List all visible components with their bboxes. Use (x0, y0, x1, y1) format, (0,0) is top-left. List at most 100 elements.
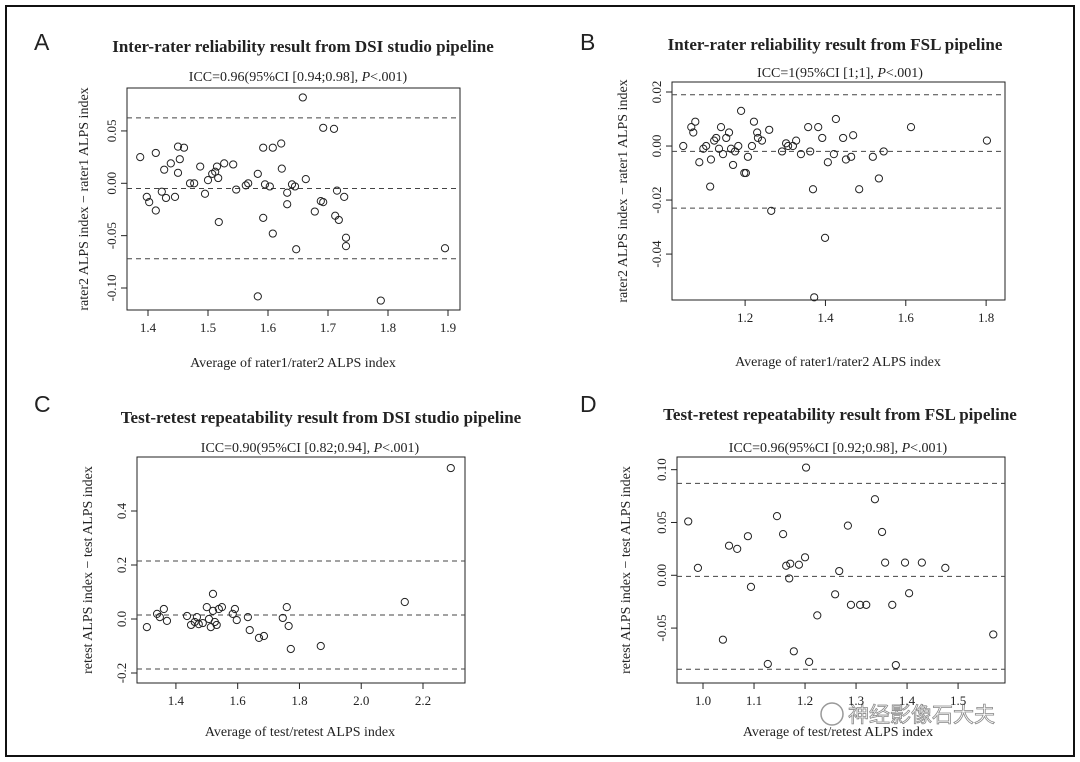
point (253, 292, 262, 301)
point (796, 150, 806, 159)
point (446, 463, 455, 473)
x-tick-label: 1.5 (200, 320, 216, 335)
annotation-part: P (901, 441, 911, 456)
point (782, 561, 791, 570)
point (202, 603, 211, 612)
point (788, 141, 798, 151)
point (244, 179, 253, 188)
point (254, 633, 264, 643)
point (157, 187, 166, 196)
point (319, 123, 328, 132)
point (243, 613, 252, 622)
point (229, 160, 238, 169)
point (182, 611, 192, 621)
point (282, 603, 291, 612)
point (849, 131, 858, 140)
point (724, 541, 734, 550)
point (245, 625, 254, 635)
point (741, 168, 751, 178)
y-tick-label: 0.00 (649, 135, 664, 158)
point (810, 293, 819, 302)
point (319, 198, 328, 207)
y-tick-label: -0.2 (114, 663, 129, 684)
panel-letter: D (580, 391, 597, 417)
point (277, 164, 286, 173)
point (706, 182, 715, 191)
point (230, 604, 240, 614)
point (277, 139, 286, 148)
point (900, 558, 910, 567)
annotation-part: ICC=0.96(95%CI [0.92;0.98], (729, 441, 902, 456)
point (740, 168, 749, 178)
point (316, 641, 325, 651)
x-tick-label: 1.7 (320, 320, 337, 335)
point (206, 623, 215, 632)
annotation-part: P (876, 66, 886, 81)
point (823, 158, 832, 167)
point (781, 139, 791, 148)
annotation-part: <.001) (910, 441, 947, 456)
point (259, 143, 268, 152)
point (805, 657, 814, 666)
point (159, 604, 168, 614)
y-axis-label: retest ALPS index − test ALPS index (81, 466, 96, 674)
x-axis-label: Average of rater1/rater2 ALPS index (190, 356, 396, 371)
y-axis-label: retest ALPS index − test ALPS index (619, 466, 634, 674)
point (917, 558, 926, 567)
point (376, 296, 385, 305)
point (340, 192, 349, 202)
x-tick-label: 1.6 (260, 320, 277, 335)
point (718, 635, 728, 644)
x-tick-label: 1.5 (950, 693, 966, 708)
point (718, 150, 728, 159)
point (753, 128, 762, 137)
point (767, 206, 776, 215)
chart-title: Test-retest repeatability result from FS… (663, 405, 1017, 424)
point (173, 168, 183, 177)
watermark-text: 神经影像石大夫 (848, 703, 995, 727)
point (136, 153, 145, 162)
point (684, 517, 693, 526)
point (801, 463, 811, 472)
point (747, 141, 757, 151)
point (259, 631, 269, 641)
point (839, 133, 848, 143)
point (714, 144, 724, 153)
point (173, 142, 183, 151)
annotation-part: P (373, 441, 383, 456)
y-tick-label: -0.05 (104, 222, 119, 249)
point (757, 136, 767, 145)
panel: B Inter-rater reliability result from FSL… (580, 29, 1006, 370)
point (746, 582, 756, 591)
point (777, 147, 787, 156)
point (749, 117, 759, 126)
point (241, 181, 250, 190)
annotation: ICC=0.96(95%CI [0.94;0.98], P<.001) (189, 70, 408, 85)
point (829, 150, 838, 159)
point (310, 207, 319, 216)
point (214, 173, 223, 183)
panel-letter: C (34, 391, 51, 417)
y-tick-label: 0.00 (654, 564, 669, 587)
point (691, 117, 700, 126)
point (259, 213, 268, 222)
point (693, 563, 703, 572)
annotation-part: <.001) (886, 66, 923, 81)
x-tick-label: 1.4 (817, 310, 834, 325)
point (792, 136, 801, 145)
point (785, 574, 794, 583)
point (806, 147, 815, 156)
point (843, 521, 852, 530)
y-tick-label: 0.05 (654, 511, 669, 534)
y-tick-label: -0.04 (649, 240, 664, 268)
point (870, 495, 880, 504)
point (743, 532, 753, 541)
point (800, 553, 810, 562)
point (728, 160, 738, 170)
point (160, 165, 169, 174)
point (265, 182, 274, 191)
point (179, 143, 189, 152)
y-axis-label: rater2 ALPS index − rater1 ALPS index (77, 87, 92, 310)
point (194, 620, 203, 629)
point (341, 233, 351, 242)
